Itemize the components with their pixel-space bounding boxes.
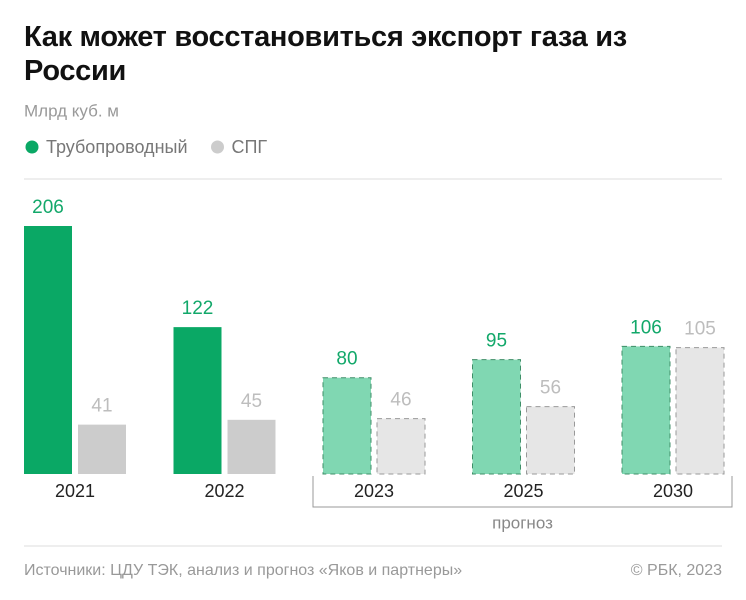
value-label: 105 [684, 319, 716, 340]
bar [621, 345, 671, 475]
bar [173, 327, 222, 474]
value-label: 56 [540, 378, 561, 399]
bar [376, 418, 426, 475]
bar [675, 347, 725, 475]
credit: © РБК, 2023 [631, 562, 722, 579]
value-label: 206 [32, 197, 64, 218]
subtitle: Млрд куб. м [24, 101, 119, 120]
bar [526, 406, 575, 475]
value-label: 80 [336, 349, 357, 370]
value-label: 45 [241, 391, 262, 412]
x-tick-label: 2023 [354, 481, 394, 501]
forecast-bracket [312, 476, 733, 508]
chart-title: Как может восстановиться экспорт газа из… [24, 21, 627, 87]
forecast-label: прогноз [492, 513, 553, 532]
value-label: 41 [91, 396, 112, 417]
legend-marker [211, 140, 224, 154]
bar [472, 359, 521, 475]
value-label: 46 [390, 390, 411, 411]
value-label: 106 [630, 317, 662, 338]
source: Источники: ЦДУ ТЭК, анализ и прогноз «Як… [24, 562, 462, 579]
bar [322, 377, 372, 475]
x-tick-label: 2022 [204, 481, 244, 501]
legend-label: СПГ [232, 137, 268, 157]
x-tick-label: 2025 [503, 481, 543, 501]
bar [78, 424, 126, 474]
legend-marker [25, 140, 39, 154]
bar [24, 226, 72, 474]
x-tick-label: 2021 [55, 481, 95, 501]
x-tick-label: 2030 [653, 481, 693, 501]
value-label: 122 [182, 298, 214, 319]
value-label: 95 [486, 331, 507, 352]
legend-label: Трубопроводный [46, 137, 188, 157]
bar [227, 419, 276, 474]
